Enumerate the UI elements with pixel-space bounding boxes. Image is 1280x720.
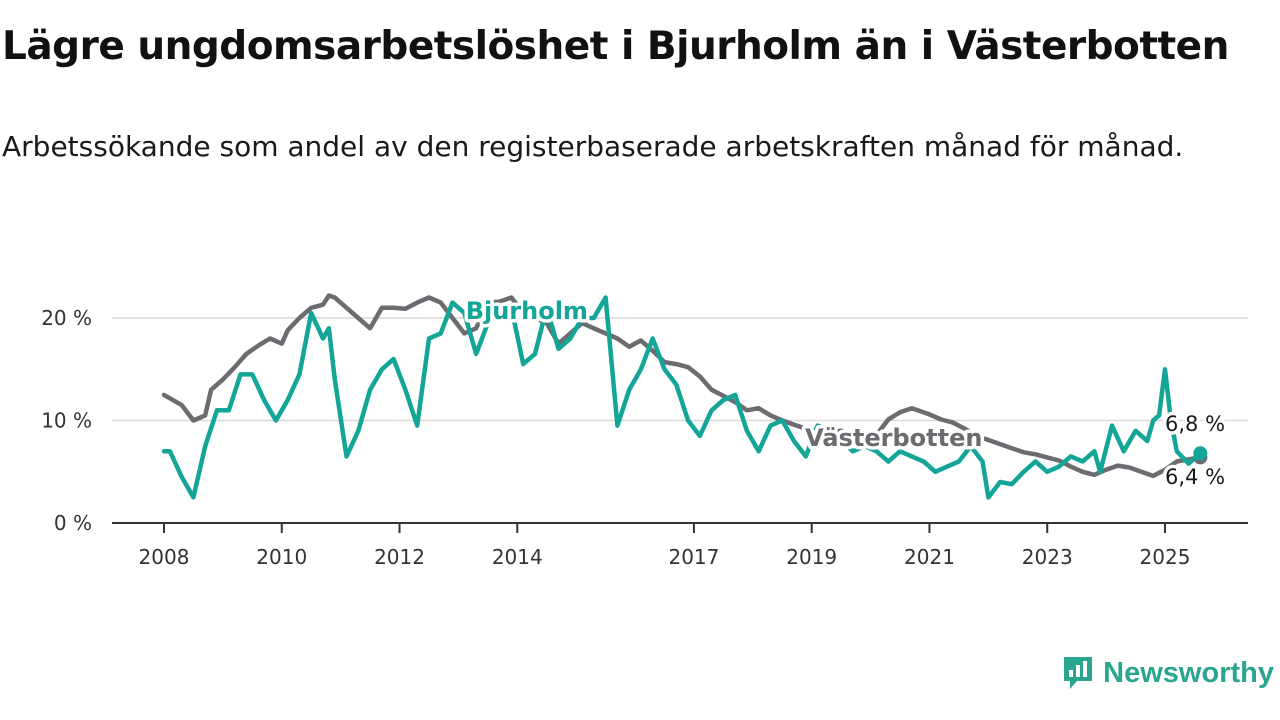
y-axis-ticks: 0 % 10 % 20 % <box>41 306 92 535</box>
series-line-vsterbotten <box>161 293 1203 479</box>
x-axis-ticks: 2008 2010 2012 2014 2017 2019 2021 2023 2025 <box>139 523 1191 569</box>
x-tick-label: 2021 <box>904 545 955 569</box>
end-point-bjurholm <box>1193 446 1208 461</box>
series-labels: Bjurholm Västerbotten 6,8 % 6,4 % <box>462 293 1228 492</box>
series-lines <box>161 293 1208 500</box>
x-tick-label: 2014 <box>492 545 543 569</box>
x-tick-label: 2017 <box>668 545 719 569</box>
end-value-vasterbotten: 6,4 % <box>1165 465 1225 489</box>
chart-title: Lägre ungdomsarbetslöshet i Bjurholm än … <box>2 24 1229 69</box>
series-line-bjurholm <box>161 295 1203 500</box>
x-tick-label: 2010 <box>256 545 307 569</box>
newsworthy-brand: Newsworthy <box>1061 654 1274 692</box>
series-label-vasterbotten: Västerbotten <box>805 424 982 452</box>
end-value-bjurholm: 6,8 % <box>1165 412 1225 436</box>
newsworthy-logo-icon <box>1064 657 1093 689</box>
x-tick-label: 2008 <box>139 545 190 569</box>
chart-subtitle: Arbetssökande som andel av den registerb… <box>2 130 1184 163</box>
x-tick-label: 2023 <box>1022 545 1073 569</box>
grid <box>112 317 1248 524</box>
series-label-bjurholm: Bjurholm <box>466 297 588 325</box>
y-tick-label: 10 % <box>41 409 92 433</box>
y-tick-label: 0 % <box>54 511 92 535</box>
brand-name: Newsworthy <box>1103 656 1274 689</box>
y-tick-label: 20 % <box>41 306 92 330</box>
x-tick-label: 2019 <box>786 545 837 569</box>
x-tick-label: 2025 <box>1140 545 1191 569</box>
x-tick-label: 2012 <box>374 545 425 569</box>
